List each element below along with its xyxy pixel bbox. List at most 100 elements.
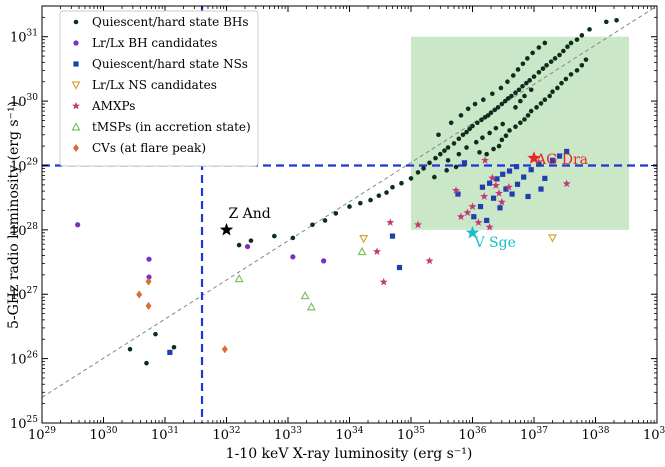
data-point xyxy=(234,273,244,283)
x-tick-label: 1031 xyxy=(151,426,179,443)
data-point xyxy=(481,156,489,164)
y-tick-label: 1031 xyxy=(10,29,38,46)
data-point xyxy=(538,101,544,106)
data-point xyxy=(513,90,518,96)
data-point xyxy=(562,179,571,188)
data-point xyxy=(542,175,548,181)
data-point xyxy=(547,93,552,99)
data-point xyxy=(470,123,475,129)
x-tick-label: 1032 xyxy=(213,426,241,443)
y-tick-label: 1030 xyxy=(10,93,38,110)
data-point xyxy=(487,130,492,136)
y-tick-label: 1025 xyxy=(10,415,38,432)
legend-label: Quiescent/hard state NSs xyxy=(92,57,248,71)
data-point xyxy=(490,91,495,97)
data-point xyxy=(536,45,542,50)
data-point xyxy=(461,160,468,166)
data-point xyxy=(376,193,382,198)
legend: Quiescent/hard state BHs Lr/Lx BH candida… xyxy=(59,10,259,167)
data-point xyxy=(444,168,449,173)
shaded-region xyxy=(411,36,629,230)
data-point xyxy=(452,186,460,194)
legend-marker xyxy=(73,144,79,152)
data-point xyxy=(509,191,515,197)
data-point xyxy=(506,168,513,174)
data-point xyxy=(555,85,560,91)
data-point xyxy=(510,73,516,78)
data-point xyxy=(521,174,527,180)
data-point xyxy=(384,190,389,195)
data-point xyxy=(544,62,549,68)
data-point xyxy=(504,183,513,191)
data-point xyxy=(528,87,534,93)
data-point xyxy=(524,80,529,86)
data-point xyxy=(500,171,506,177)
data-point xyxy=(548,59,554,64)
data-point xyxy=(146,274,152,280)
series-cvs-at-flare-peak- xyxy=(136,277,228,354)
data-point xyxy=(432,174,437,180)
x-tick-label: 1036 xyxy=(459,426,487,443)
data-point xyxy=(357,246,367,256)
legend-marker xyxy=(72,101,80,110)
data-point xyxy=(507,128,512,133)
y-tick-label: 1027 xyxy=(10,286,38,303)
data-point xyxy=(442,148,447,153)
data-point xyxy=(464,145,469,150)
series-tmsps-in-accretion-state- xyxy=(234,246,367,311)
data-point xyxy=(473,139,479,145)
data-point xyxy=(556,153,563,159)
data-point xyxy=(574,37,580,42)
data-point xyxy=(414,220,422,229)
data-point xyxy=(515,67,521,72)
data-point xyxy=(604,19,609,25)
data-point xyxy=(415,170,421,175)
data-point xyxy=(497,197,506,206)
data-point xyxy=(463,208,472,217)
data-point xyxy=(373,247,381,255)
data-point xyxy=(347,204,352,209)
legend-box xyxy=(59,10,259,167)
data-point xyxy=(290,254,296,260)
data-point xyxy=(477,150,482,155)
data-point xyxy=(427,160,432,166)
data-point xyxy=(498,85,504,91)
x-tick-label: 1034 xyxy=(336,426,364,443)
series-quiescent-hard-state-bhs xyxy=(127,17,619,366)
annotation-label: V Sge xyxy=(474,235,516,251)
series-quiescent-hard-state-nss xyxy=(167,148,570,355)
data-point xyxy=(536,70,542,75)
data-point xyxy=(579,62,585,68)
data-point xyxy=(386,218,395,226)
data-point xyxy=(408,176,414,181)
data-point xyxy=(460,132,466,138)
data-point xyxy=(525,56,530,61)
annotation-label: AG Dra xyxy=(535,152,588,168)
data-point xyxy=(587,27,592,32)
data-point xyxy=(565,44,570,49)
data-point xyxy=(564,148,570,155)
data-point xyxy=(514,181,521,187)
data-point xyxy=(451,141,457,146)
data-point xyxy=(568,72,574,77)
data-point xyxy=(522,117,527,122)
data-point xyxy=(472,101,478,107)
y-axis-label: 5-GHz radio luminosity (erg s⁻¹) xyxy=(6,101,22,329)
data-point xyxy=(379,277,388,286)
data-point xyxy=(499,101,505,107)
data-point xyxy=(490,195,497,201)
data-point xyxy=(542,40,548,46)
data-point xyxy=(421,166,426,171)
data-point xyxy=(513,105,518,110)
data-point xyxy=(467,126,472,132)
data-point xyxy=(518,120,523,126)
data-point xyxy=(499,137,505,143)
series-lr-lx-bh-candidates xyxy=(75,222,327,280)
data-point xyxy=(145,277,152,286)
data-point xyxy=(477,203,484,210)
data-point xyxy=(492,107,498,113)
data-point xyxy=(480,192,489,200)
data-point xyxy=(399,180,404,186)
data-point xyxy=(574,68,580,73)
